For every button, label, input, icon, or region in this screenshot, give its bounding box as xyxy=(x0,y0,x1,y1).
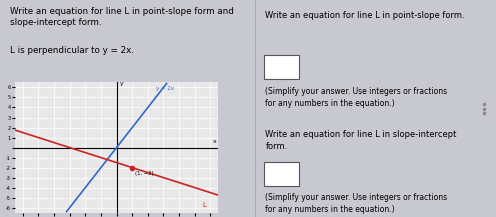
Text: (Simplify your answer. Use integers or fractions
for any numbers in the equation: (Simplify your answer. Use integers or f… xyxy=(265,193,447,214)
Text: Write an equation for line L in point-slope form.: Write an equation for line L in point-sl… xyxy=(265,11,465,20)
Text: (1, −2): (1, −2) xyxy=(134,171,153,176)
Text: Write an equation for line L in point-slope form and
slope-intercept form.: Write an equation for line L in point-sl… xyxy=(10,7,234,27)
FancyBboxPatch shape xyxy=(264,55,299,79)
Text: L: L xyxy=(202,202,206,208)
FancyBboxPatch shape xyxy=(264,162,299,186)
Text: y: y xyxy=(120,81,124,86)
Text: L is perpendicular to y = 2x.: L is perpendicular to y = 2x. xyxy=(10,46,134,54)
Text: (Simplify your answer. Use integers or fractions
for any numbers in the equation: (Simplify your answer. Use integers or f… xyxy=(265,87,447,108)
Text: x: x xyxy=(213,139,217,144)
Text: Write an equation for line L in slope-intercept
form.: Write an equation for line L in slope-in… xyxy=(265,130,457,151)
Text: y = 2x: y = 2x xyxy=(156,86,174,92)
